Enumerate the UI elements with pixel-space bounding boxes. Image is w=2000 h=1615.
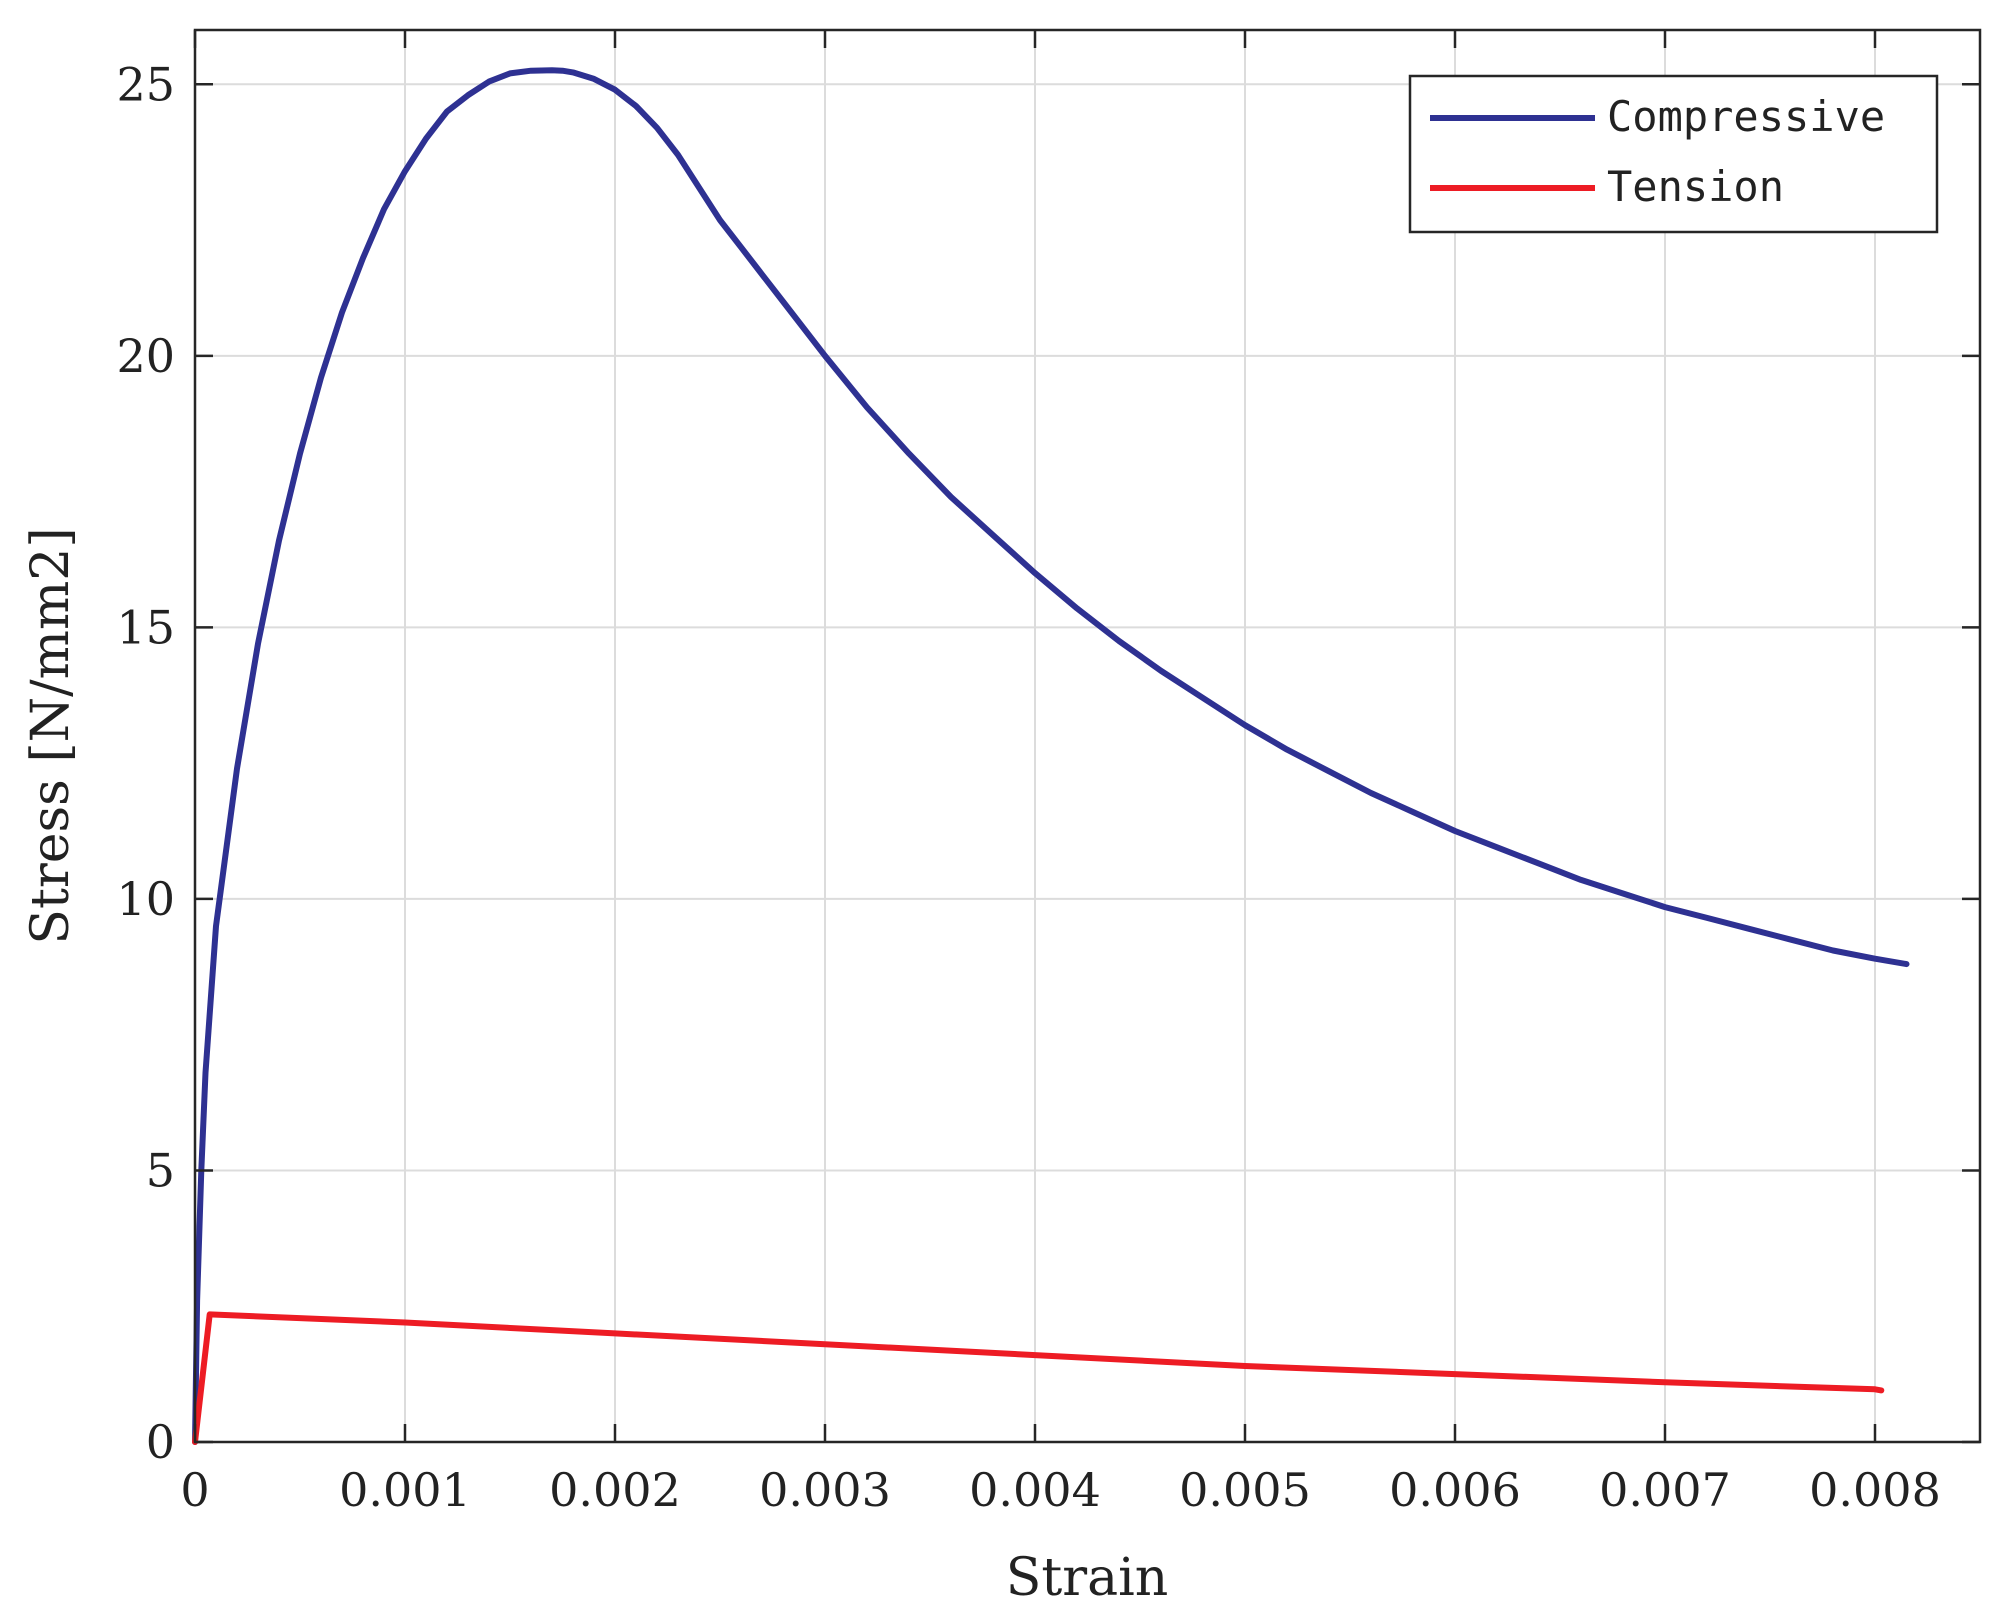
y-axis-label: Stress [N/mm2] bbox=[21, 527, 81, 944]
y-tick-label: 10 bbox=[116, 872, 175, 926]
plot-area bbox=[195, 30, 1980, 1442]
x-tick-label: 0.005 bbox=[1179, 1463, 1311, 1517]
x-tick-label: 0.008 bbox=[1809, 1463, 1941, 1517]
legend-box bbox=[1408, 74, 1939, 234]
x-tick-label: 0 bbox=[180, 1463, 209, 1517]
x-tick-label: 0.004 bbox=[969, 1463, 1101, 1517]
x-axis-label: Strain bbox=[1006, 1548, 1169, 1608]
legend-label-compressive: Compressive bbox=[1607, 92, 1885, 141]
legend-label-tension: Tension bbox=[1607, 162, 1784, 211]
plot-frame bbox=[193, 28, 1982, 1444]
x-tick-label: 0.007 bbox=[1599, 1463, 1731, 1517]
series-line-tension bbox=[192, 1311, 1885, 1445]
series-line-compressive bbox=[192, 67, 1910, 1445]
x-tick-label: 0.006 bbox=[1389, 1463, 1521, 1517]
axis-ticks bbox=[193, 30, 1980, 1444]
tick-labels: 0 0.001 0.002 0.003 0.004 0.005 0.006 0.007 0.00… bbox=[116, 57, 1940, 1517]
x-tick-label: 0.002 bbox=[549, 1463, 681, 1517]
y-tick-label: 0 bbox=[146, 1415, 175, 1469]
y-tick-label: 25 bbox=[116, 57, 175, 111]
y-tick-label: 5 bbox=[146, 1143, 175, 1197]
legend: Compressive Tension bbox=[1408, 74, 1939, 234]
series-layer bbox=[192, 67, 1910, 1445]
y-tick-label: 15 bbox=[116, 600, 175, 654]
y-tick-label: 20 bbox=[116, 329, 175, 383]
x-tick-label: 0.003 bbox=[759, 1463, 891, 1517]
x-tick-label: 0.001 bbox=[339, 1463, 471, 1517]
